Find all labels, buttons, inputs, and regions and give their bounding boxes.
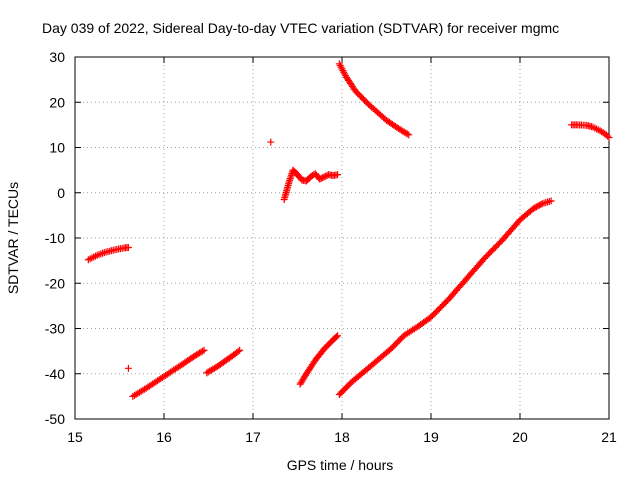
data-points — [84, 60, 613, 400]
data-point — [267, 138, 275, 146]
data-point — [547, 197, 555, 205]
data-point — [604, 132, 612, 140]
data-point — [199, 347, 207, 355]
plot-frame — [74, 56, 610, 420]
data-point — [534, 202, 542, 210]
data-point — [316, 175, 324, 183]
data-point — [320, 173, 328, 181]
x-tick-label: 19 — [423, 429, 439, 445]
axis-ticks: 15 16 17 18 19 20 21 -50 -40 -30 -20 -10 0 10 20 30 — [45, 49, 617, 445]
data-point — [334, 171, 342, 179]
grid — [75, 57, 609, 419]
y-tick-label: -10 — [45, 230, 65, 246]
data-point — [332, 333, 340, 341]
data-point — [200, 346, 208, 354]
data-point — [605, 134, 613, 142]
data-point — [537, 200, 545, 208]
y-tick-label: 30 — [49, 49, 65, 65]
y-tick-label: -40 — [45, 366, 65, 382]
data-point — [531, 204, 539, 212]
x-axis-label: GPS time / hours — [287, 457, 394, 473]
y-axis-label: SDTVAR / TECUs — [5, 182, 21, 294]
data-segment — [129, 346, 208, 400]
data-point — [535, 201, 543, 209]
data-segment — [335, 197, 555, 399]
data-segment — [335, 60, 413, 139]
data-segment — [280, 166, 342, 204]
data-point — [236, 346, 244, 354]
x-tick-label: 16 — [156, 429, 172, 445]
data-segment — [267, 138, 275, 146]
data-point — [234, 347, 242, 355]
x-tick-label: 20 — [512, 429, 528, 445]
data-segment — [296, 332, 342, 388]
chart-title: Day 039 of 2022, Sidereal Day-to-day VTE… — [42, 20, 559, 36]
y-tick-label: -20 — [45, 275, 65, 291]
data-point — [322, 172, 330, 180]
y-tick-label: 10 — [49, 140, 65, 156]
data-segment — [568, 121, 613, 142]
y-tick-label: -30 — [45, 321, 65, 337]
y-tick-label: -50 — [45, 411, 65, 427]
x-tick-label: 17 — [245, 429, 261, 445]
data-point — [124, 244, 132, 252]
data-point — [124, 364, 132, 372]
x-tick-label: 21 — [601, 429, 617, 445]
x-tick-label: 15 — [67, 429, 83, 445]
data-point — [529, 205, 537, 213]
y-tick-label: 0 — [57, 185, 65, 201]
data-segment — [84, 244, 132, 264]
data-point — [405, 131, 413, 139]
x-tick-label: 18 — [334, 429, 350, 445]
data-segment — [203, 346, 244, 377]
data-segment — [124, 364, 132, 372]
data-point — [319, 174, 327, 182]
data-point — [317, 174, 325, 182]
data-point — [403, 130, 411, 138]
data-point — [334, 332, 342, 340]
data-point — [532, 203, 540, 211]
y-tick-label: 20 — [49, 94, 65, 110]
